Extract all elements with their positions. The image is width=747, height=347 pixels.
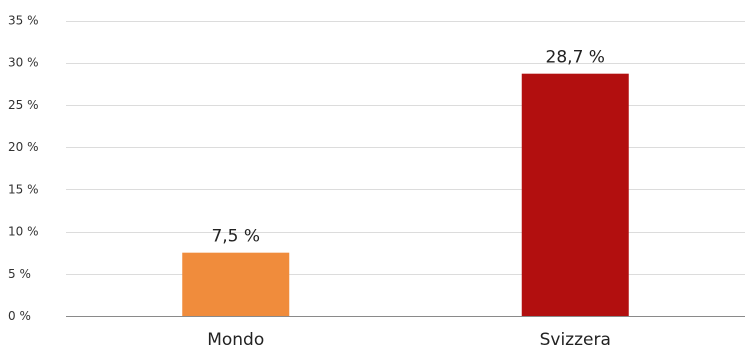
y-tick-label: 15 % <box>8 182 39 196</box>
y-axis-tick-labels: 0 % 5 % 10 % 15 % 20 % 25 % 30 % 35 % <box>8 14 39 324</box>
data-labels: 7,5 % 28,7 % <box>211 48 605 247</box>
y-tick-label: 0 % <box>8 309 31 323</box>
bar-svizzera <box>521 73 629 316</box>
y-tick-label: 5 % <box>8 267 31 281</box>
data-label-svizzera: 28,7 % <box>546 48 605 68</box>
y-tick-label: 25 % <box>8 98 39 112</box>
bar-mondo <box>182 252 290 316</box>
y-tick-label: 10 % <box>8 225 39 239</box>
grid-lines <box>66 21 745 275</box>
y-tick-label: 35 % <box>8 14 39 28</box>
bars <box>182 73 629 316</box>
category-labels: Mondo Svizzera <box>207 330 611 347</box>
category-label-svizzera: Svizzera <box>540 330 611 347</box>
y-tick-label: 20 % <box>8 140 39 154</box>
category-label-mondo: Mondo <box>207 330 264 347</box>
y-tick-label: 30 % <box>8 56 39 70</box>
data-label-mondo: 7,5 % <box>211 227 260 247</box>
